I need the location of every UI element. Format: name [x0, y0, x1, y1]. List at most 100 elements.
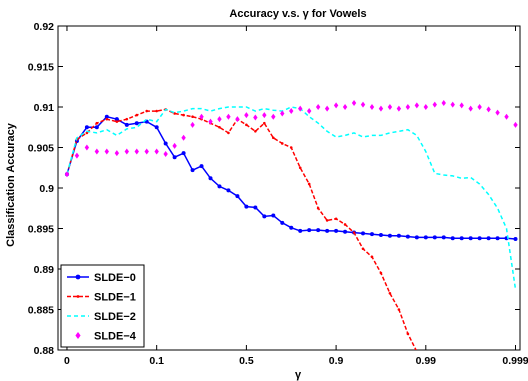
data-point	[155, 109, 158, 113]
data-point	[325, 228, 330, 233]
data-point	[227, 131, 230, 135]
data-point	[396, 233, 401, 238]
legend-label: SLDE−1	[94, 292, 136, 304]
data-point	[226, 188, 231, 193]
series-group	[64, 99, 518, 380]
data-point	[218, 125, 221, 129]
data-point	[414, 102, 420, 109]
data-point	[352, 231, 356, 234]
data-point	[114, 150, 120, 157]
data-point	[334, 228, 339, 233]
data-point	[378, 105, 384, 112]
data-point	[441, 235, 446, 240]
data-point	[307, 228, 312, 233]
data-point	[379, 271, 383, 275]
data-point	[163, 150, 168, 157]
x-tick-label: 0.999	[502, 355, 528, 367]
chart-title: Accuracy v.s. γ for Vowels	[229, 8, 366, 20]
data-point	[280, 110, 285, 117]
data-point	[217, 116, 222, 123]
data-point	[84, 144, 90, 151]
data-point	[134, 148, 139, 155]
data-point	[85, 131, 89, 135]
data-point	[343, 229, 348, 234]
data-point	[254, 130, 257, 133]
data-point	[94, 125, 99, 130]
data-point	[64, 171, 70, 178]
data-point	[134, 121, 139, 126]
data-point	[253, 205, 258, 210]
data-point	[280, 142, 284, 145]
series-line-2	[66, 106, 517, 290]
data-point	[369, 232, 374, 237]
data-point	[271, 213, 276, 218]
data-point	[262, 214, 267, 219]
data-point	[316, 206, 320, 210]
data-point	[95, 121, 99, 125]
data-point	[289, 146, 293, 149]
legend-marker	[76, 295, 80, 298]
data-point	[406, 332, 410, 336]
data-point	[459, 236, 464, 241]
data-point	[459, 102, 464, 109]
data-point	[114, 117, 119, 122]
data-point	[450, 236, 455, 241]
data-point	[378, 232, 383, 237]
data-point	[360, 101, 366, 108]
data-point	[423, 235, 428, 240]
data-point	[315, 104, 321, 110]
legend-box	[60, 264, 145, 348]
data-point	[74, 152, 80, 159]
data-point	[414, 235, 419, 240]
data-point	[104, 114, 109, 119]
legend-label: SLDE−2	[94, 311, 136, 323]
series-line-0	[66, 115, 516, 240]
data-point	[441, 99, 446, 106]
data-point	[298, 228, 303, 233]
x-tick-label: 0.9	[329, 355, 344, 367]
data-point	[125, 117, 129, 121]
data-point	[477, 104, 482, 110]
data-point	[405, 234, 410, 239]
data-point	[172, 142, 177, 149]
data-point	[172, 155, 177, 160]
data-point	[181, 151, 186, 156]
data-point	[416, 350, 419, 353]
data-point	[468, 105, 473, 112]
data-point	[369, 104, 375, 110]
data-point	[513, 121, 518, 128]
data-point	[163, 141, 168, 146]
y-tick-label: 0.905	[28, 143, 54, 155]
data-point	[181, 134, 186, 141]
data-point	[513, 237, 518, 242]
data-point	[199, 113, 204, 120]
data-point	[190, 168, 195, 173]
data-point	[94, 148, 100, 155]
data-point	[450, 101, 455, 108]
data-point	[361, 247, 365, 251]
data-point	[154, 148, 159, 155]
data-point	[333, 102, 339, 109]
data-point	[432, 101, 437, 108]
data-point	[306, 108, 312, 115]
data-point	[289, 225, 294, 230]
y-tick-label: 0.9	[39, 183, 54, 195]
data-point	[271, 113, 276, 120]
y-tick-label: 0.915	[28, 62, 54, 74]
data-point	[361, 231, 366, 236]
data-point	[144, 148, 149, 155]
y-axis-label: Classification Accuracy	[5, 122, 17, 247]
data-point	[432, 235, 437, 240]
legend-label: SLDE−4	[94, 331, 137, 343]
series-line-1	[66, 108, 417, 350]
data-point	[272, 136, 275, 140]
data-point	[423, 104, 429, 110]
data-point	[504, 113, 509, 120]
data-point	[429, 377, 432, 380]
y-tick-label: 0.89	[34, 264, 55, 276]
y-tick-label: 0.88	[34, 345, 55, 357]
data-point	[235, 116, 240, 123]
y-tick-label: 0.92	[34, 21, 55, 33]
data-point	[190, 121, 195, 128]
data-point	[145, 109, 149, 113]
